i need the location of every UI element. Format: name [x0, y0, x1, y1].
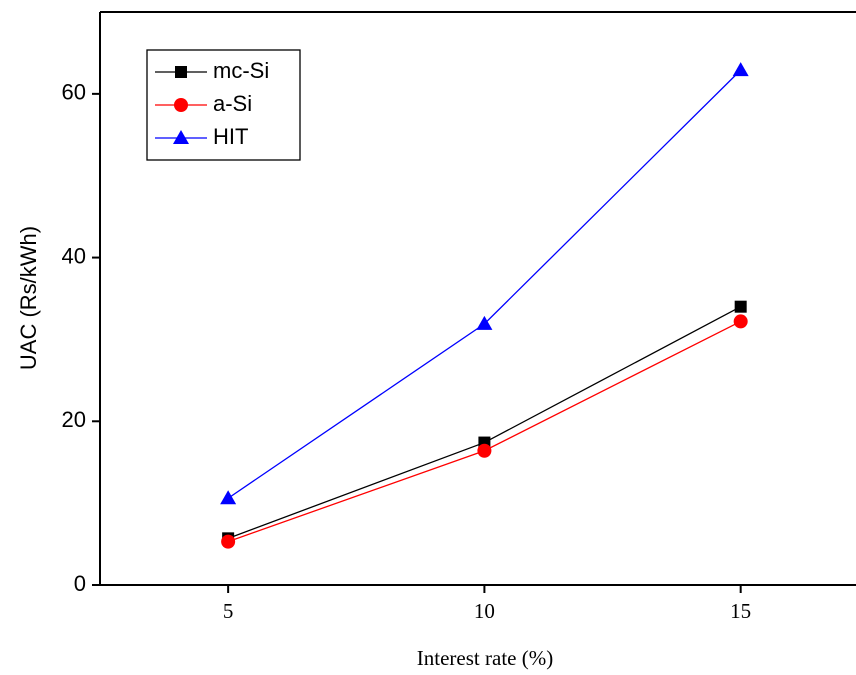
y-tick-label: 60 [62, 80, 86, 105]
x-tick-label: 10 [474, 599, 495, 623]
series-line [227, 320, 741, 543]
series-line [227, 69, 742, 499]
marker [732, 62, 749, 77]
marker [734, 300, 747, 313]
marker [476, 315, 493, 330]
legend-label: mc-Si [213, 58, 269, 83]
legend-marker [174, 98, 188, 112]
legend-marker [173, 130, 189, 144]
marker [477, 443, 492, 458]
x-tick-label: 15 [730, 599, 751, 623]
marker [733, 314, 748, 329]
y-tick-label: 0 [74, 571, 86, 596]
legend-label: HIT [213, 124, 248, 149]
legend-marker [175, 66, 187, 78]
y-tick-label: 20 [62, 407, 86, 432]
y-tick-label: 40 [62, 243, 86, 268]
x-axis-label: Interest rate (%) [417, 646, 553, 670]
y-axis-label: UAC (Rs/kWh) [16, 226, 41, 370]
series-line [227, 306, 741, 539]
marker [221, 534, 236, 549]
legend-label: a-Si [213, 91, 252, 116]
marker [220, 490, 237, 505]
x-tick-label: 5 [223, 599, 234, 623]
